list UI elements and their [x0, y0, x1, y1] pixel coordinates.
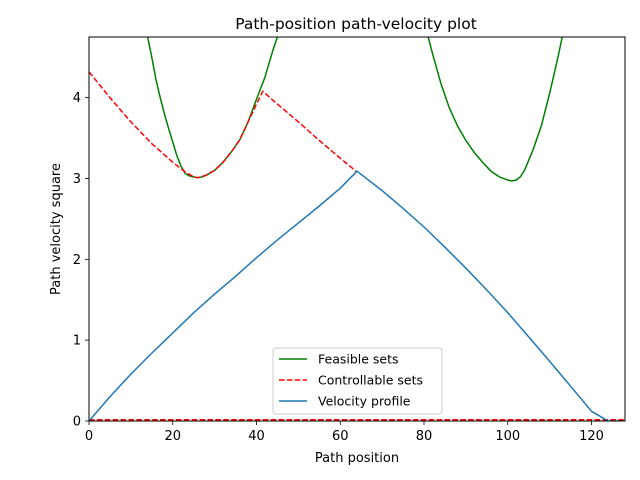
y-tick-label: 3 [73, 172, 81, 187]
y-tick-label: 2 [73, 253, 81, 268]
y-tick-label: 1 [73, 334, 81, 349]
legend-label: Velocity profile [318, 394, 411, 409]
legend-label: Controllable sets [318, 373, 423, 388]
y-axis: 0 1 2 3 4 [73, 91, 89, 430]
plot-frame [88, 36, 626, 422]
legend-label: Feasible sets [318, 352, 399, 367]
series-line-0-segment-1 [427, 37, 563, 182]
x-tick-label: 80 [416, 429, 433, 444]
series-line-2-segment-0 [89, 170, 625, 421]
x-tick-label: 40 [248, 429, 265, 444]
x-tick-label: 100 [495, 429, 520, 444]
series-line-1-segment-0 [89, 71, 358, 179]
legend-box [272, 347, 443, 415]
legend: Feasible sets Controllable sets Velocity p… [272, 347, 443, 415]
x-axis: 0 20 40 60 80 100 120 [85, 421, 604, 444]
x-axis-label: Path position [315, 451, 399, 466]
y-tick-label: 4 [73, 91, 81, 106]
y-tick-label: 0 [73, 415, 81, 430]
x-tick-label: 0 [85, 429, 93, 444]
x-tick-label: 60 [332, 429, 349, 444]
y-axis-label: Path velocity square [49, 163, 64, 295]
x-tick-label: 120 [579, 429, 604, 444]
x-tick-label: 20 [164, 429, 181, 444]
chart-title: Path-position path-velocity plot [235, 15, 477, 33]
series-layer [89, 37, 625, 421]
